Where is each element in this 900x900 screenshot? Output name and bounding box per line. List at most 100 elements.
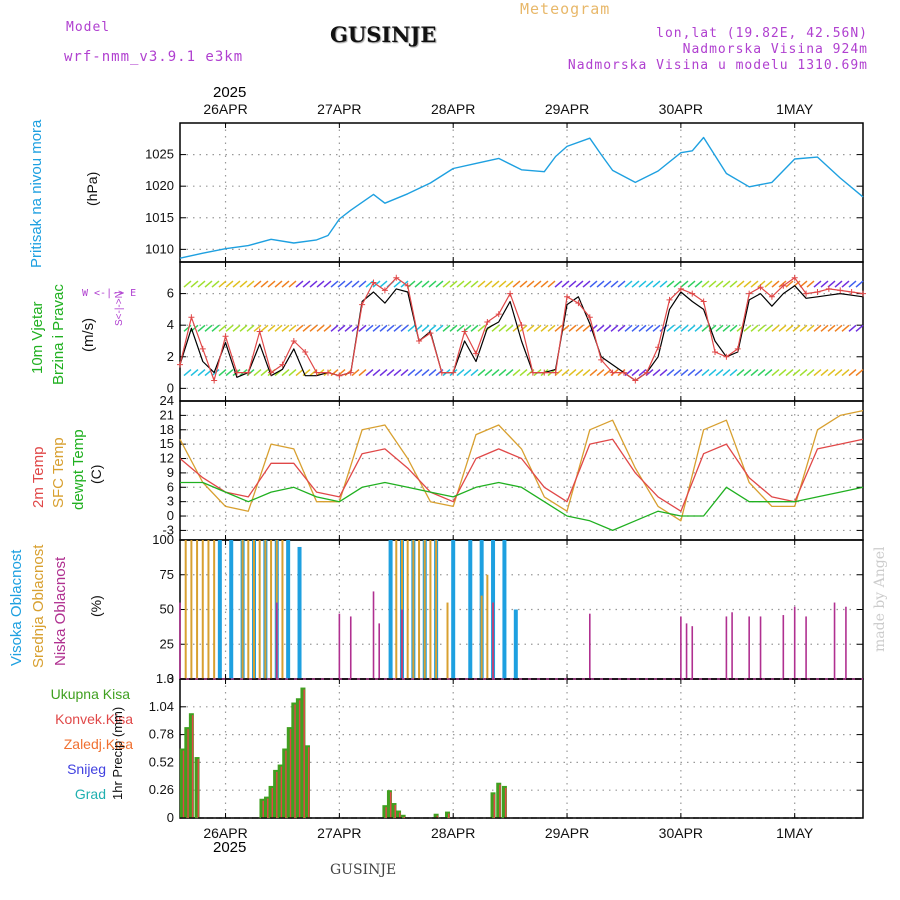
wind-arrow: [708, 280, 717, 288]
wind-arrow: [624, 324, 633, 332]
panel-frame: [179, 400, 864, 541]
cloud-low-bar: [759, 616, 762, 679]
wind-arrow: [834, 368, 843, 377]
wind-arrow: [729, 280, 738, 288]
wind-arrow: [491, 368, 500, 377]
precip-conv-bar: [289, 729, 292, 818]
wind-arrow: [449, 280, 458, 288]
model-name: wrf-nmm_v3.9.1 e3km: [64, 49, 244, 65]
wind-gust-marker: [803, 290, 810, 297]
wind-arrow: [785, 280, 794, 288]
wind-arrow: [372, 324, 381, 332]
y-tick-label: 6: [167, 286, 174, 301]
wind-arrow: [288, 280, 297, 288]
wind-arrow: [505, 368, 514, 377]
precip-conv-label: Konvek.Kisa: [55, 711, 133, 727]
wind-arrow: [211, 280, 220, 288]
wind-arrow: [827, 368, 836, 377]
precip-conv-bar: [262, 800, 264, 818]
wind-arrow: [400, 324, 409, 332]
wind-arrow: [540, 280, 549, 288]
wind-gust-marker: [416, 337, 423, 344]
wind-arrow: [351, 368, 360, 377]
wind-arrow: [337, 324, 346, 332]
precip-bar: [259, 798, 265, 818]
wind-arrow: [533, 324, 542, 332]
wind-arrow: [204, 280, 213, 288]
wind-arrow: [253, 280, 262, 288]
wind-arrow: [834, 280, 843, 288]
wind-arrow: [393, 280, 402, 288]
wind-arrow: [785, 324, 794, 332]
wind-arrow: [239, 280, 248, 288]
wind-arrow: [554, 280, 563, 288]
wind-arrow: [302, 280, 311, 288]
wind-arrow: [267, 280, 276, 288]
y-tick-label: 0: [167, 810, 174, 825]
y-tick-label: 1.3: [156, 671, 174, 686]
wind-arrow: [526, 324, 535, 332]
wind-arrow: [848, 280, 857, 288]
wind-gust-marker: [359, 301, 366, 308]
cloud-high-bar: [229, 540, 234, 679]
wind-arrow: [806, 280, 815, 288]
wind-gust-marker: [734, 345, 741, 352]
wind-gust-marker: [279, 361, 286, 368]
wind-arrow: [190, 368, 199, 377]
y-tick-label: 25: [160, 636, 174, 651]
cloud-low-bar: [680, 616, 682, 679]
cloud-high-bar: [513, 609, 518, 679]
cloud-high-bar: [502, 540, 507, 679]
wind-arrow: [477, 368, 486, 377]
y-tick-label: 4: [167, 317, 174, 332]
wind-arrow: [652, 368, 661, 377]
cloud-mid-bar: [418, 540, 421, 679]
cloud-mid-bar: [190, 540, 193, 679]
wind-gust-marker: [290, 337, 297, 344]
wind-arrow: [568, 368, 577, 377]
compass-we: W <-|-> E: [82, 288, 137, 299]
wind-arrow: [680, 280, 689, 288]
wind-arrow: [435, 324, 444, 332]
precip-bar: [490, 792, 496, 818]
wind-arrow: [449, 324, 458, 332]
precip-conv-bar: [294, 704, 296, 818]
wind-arrow: [701, 324, 710, 332]
wind-arrow: [589, 324, 598, 332]
wind-arrow: [274, 280, 283, 288]
wind-arrow: [841, 368, 850, 377]
wind-arrow: [638, 368, 647, 377]
wind-arrow: [197, 324, 206, 332]
precip-conv-bar: [389, 792, 392, 818]
wind-arrow: [743, 368, 752, 377]
wind-arrow: [470, 280, 479, 288]
wind-arrow: [729, 324, 738, 332]
wind-arrow: [232, 324, 241, 332]
precip-bar: [501, 785, 507, 818]
wind-arrow: [260, 368, 269, 377]
cloud-mid-bar: [486, 574, 489, 679]
wind-arrow: [820, 280, 829, 288]
wind-arrow: [799, 324, 808, 332]
temp2m-line: [179, 438, 864, 512]
wind-arrow: [330, 280, 339, 288]
wind-arrow: [582, 324, 591, 332]
precip-conv-bar: [448, 813, 450, 818]
wind-arrow: [281, 368, 290, 377]
wind-arrow: [456, 324, 465, 332]
wind-arrow: [421, 368, 430, 377]
cloud-low-bar: [372, 591, 375, 679]
cloud-mid-bar: [258, 540, 261, 679]
precip-conv-bar: [182, 750, 185, 818]
precip-conv-bar: [504, 787, 507, 818]
wind-arrow: [771, 324, 780, 332]
precip-conv-bar: [493, 794, 496, 818]
wind-arrow: [764, 368, 773, 377]
wind-arrow: [701, 368, 710, 377]
top-date-label: 27APR: [317, 101, 361, 117]
wind-arrow: [491, 280, 500, 288]
cloud-low-bar: [179, 602, 181, 679]
y-tick-label: 21: [160, 407, 174, 422]
wind-arrow: [463, 280, 472, 288]
wind-arrow: [547, 280, 556, 288]
